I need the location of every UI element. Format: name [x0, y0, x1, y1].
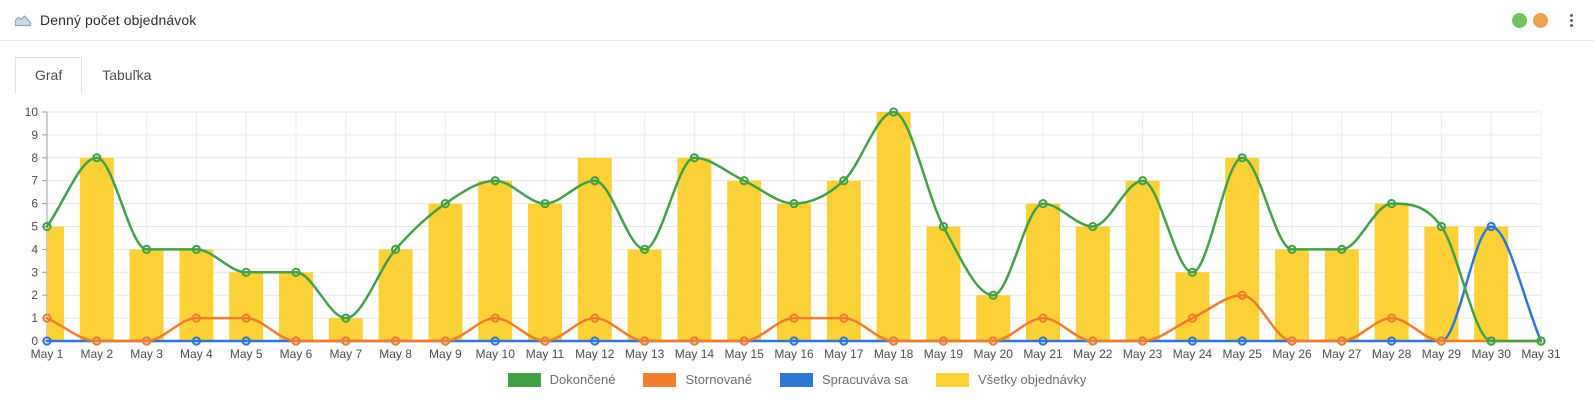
svg-text:May 3: May 3	[130, 347, 163, 361]
svg-text:May 18: May 18	[874, 347, 914, 361]
svg-text:May 26: May 26	[1272, 347, 1312, 361]
svg-text:May 11: May 11	[526, 347, 565, 361]
svg-text:May 9: May 9	[429, 347, 462, 361]
kebab-menu-icon[interactable]	[1562, 10, 1580, 30]
legend-item-3[interactable]: Spracuváva sa	[779, 372, 908, 387]
legend-label: Stornované	[685, 372, 752, 387]
svg-text:10: 10	[25, 105, 39, 119]
svg-text:1: 1	[31, 311, 38, 325]
orange-status-dot[interactable]	[1533, 12, 1548, 28]
svg-text:May 15: May 15	[725, 347, 765, 361]
legend-item-4[interactable]: Všetky objednávky	[935, 372, 1087, 387]
svg-text:0: 0	[31, 334, 38, 348]
svg-text:May 29: May 29	[1422, 347, 1462, 361]
legend-swatch	[507, 372, 541, 387]
widget-title-group: Denný počet objednávok	[14, 12, 196, 28]
svg-text:May 23: May 23	[1123, 347, 1163, 361]
chart-legend: Dokončené Stornované Spracuváva sa Všetky o…	[0, 372, 1594, 387]
svg-text:2: 2	[31, 288, 38, 302]
svg-text:4: 4	[31, 242, 38, 256]
legend-swatch	[935, 372, 969, 387]
svg-text:May 17: May 17	[824, 347, 864, 361]
svg-text:9: 9	[31, 128, 38, 142]
tab-graf[interactable]: Graf	[15, 57, 83, 94]
tab-bar: Graf Tabuľka	[0, 41, 1594, 94]
widget-title: Denný počet objednávok	[40, 12, 197, 28]
chart-canvas[interactable]: 0 1 2 3 4 5 6 7 8 9 10 May 1 May 2 May 3 May 4 May 5 May…	[0, 100, 1594, 368]
svg-text:May 6: May 6	[280, 347, 313, 361]
svg-text:6: 6	[31, 197, 38, 211]
svg-text:May 10: May 10	[476, 347, 516, 361]
legend-swatch	[643, 372, 677, 387]
widget-controls	[1512, 10, 1580, 30]
svg-text:3: 3	[31, 265, 38, 279]
svg-text:May 2: May 2	[80, 347, 113, 361]
svg-text:May 14: May 14	[675, 347, 715, 361]
svg-text:May 30: May 30	[1472, 347, 1512, 361]
legend-label: Dokončené	[549, 372, 616, 387]
svg-text:May 1: May 1	[31, 347, 64, 361]
svg-text:May 5: May 5	[230, 347, 263, 361]
svg-text:May 7: May 7	[329, 347, 362, 361]
legend-label: Všetky objednávky	[977, 372, 1087, 387]
svg-text:May 13: May 13	[625, 347, 665, 361]
svg-text:May 20: May 20	[974, 347, 1014, 361]
svg-text:May 25: May 25	[1223, 347, 1263, 361]
svg-text:May 24: May 24	[1173, 347, 1213, 361]
svg-text:May 4: May 4	[180, 347, 213, 361]
widget-header: Denný počet objednávok	[0, 0, 1594, 41]
legend-item-1[interactable]: Dokončené	[507, 372, 616, 387]
svg-text:8: 8	[31, 151, 38, 165]
tab-tabulka[interactable]: Tabuľka	[102, 67, 152, 83]
svg-text:5: 5	[31, 220, 38, 234]
svg-text:May 28: May 28	[1372, 347, 1412, 361]
area-chart-icon	[14, 12, 32, 28]
legend-label: Spracuváva sa	[821, 372, 908, 387]
svg-text:May 27: May 27	[1322, 347, 1362, 361]
svg-text:May 19: May 19	[924, 347, 964, 361]
svg-text:May 8: May 8	[379, 347, 412, 361]
green-status-dot[interactable]	[1512, 12, 1527, 28]
legend-swatch	[779, 372, 813, 387]
svg-text:7: 7	[31, 174, 38, 188]
svg-text:May 12: May 12	[575, 347, 615, 361]
svg-text:May 21: May 21	[1023, 347, 1063, 361]
svg-text:May 16: May 16	[774, 347, 814, 361]
legend-item-2[interactable]: Stornované	[643, 372, 752, 387]
svg-text:May 22: May 22	[1073, 347, 1113, 361]
svg-text:May 31: May 31	[1521, 347, 1561, 361]
